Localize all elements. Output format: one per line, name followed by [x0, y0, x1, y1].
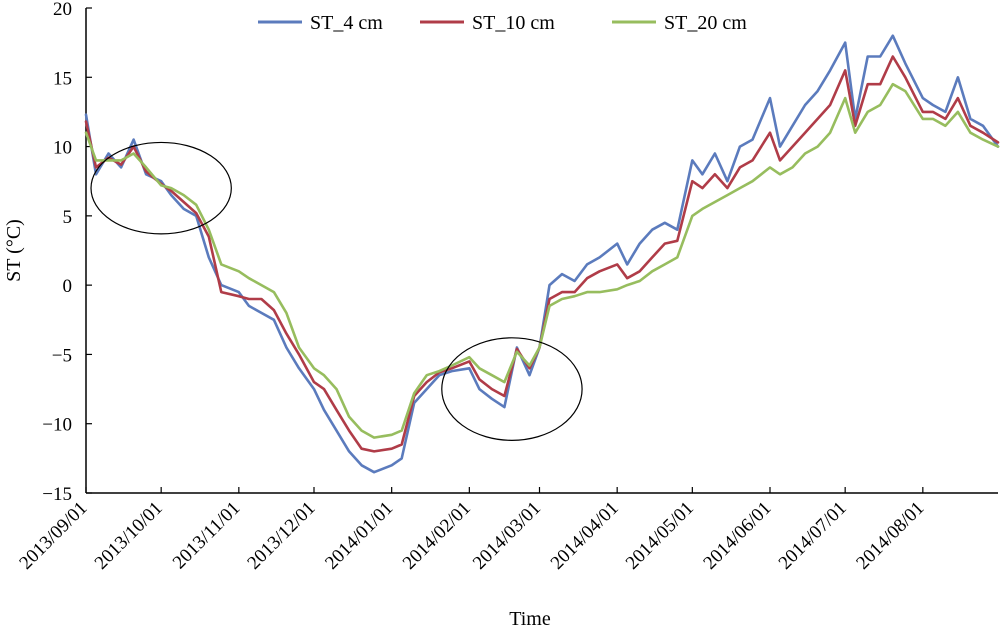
annotation-ellipse-2: [441, 337, 583, 441]
y-tick-label: −5: [52, 345, 72, 366]
x-tick-label: 2013/11/01: [169, 498, 245, 574]
x-tick-label: 2014/08/01: [852, 498, 928, 574]
series-layer: [84, 34, 1000, 474]
series-line-1: [84, 34, 1000, 474]
legend: ST_4 cm ST_10 cm ST_20 cm: [258, 12, 747, 34]
y-tick-label: −10: [42, 415, 72, 436]
x-axis-title: Time: [509, 608, 551, 630]
x-tick-label: 2013/12/01: [243, 498, 319, 574]
x-tick-label: 2014/07/01: [775, 498, 851, 574]
series-line-2: [84, 55, 1000, 453]
legend-label-1: ST_4 cm: [310, 12, 383, 34]
y-tick-label: 15: [53, 68, 72, 89]
y-tick-label: 10: [53, 138, 72, 159]
y-tick-label: −15: [42, 484, 72, 505]
x-tick-label: 2013/09/01: [15, 498, 91, 574]
x-ticks: 2013/09/01 2013/10/01 2013/11/01 2013/12/01…: [15, 487, 928, 574]
x-tick-label: 2014/04/01: [547, 498, 623, 574]
y-tick-label: 0: [63, 276, 73, 297]
x-tick-label: 2014/01/01: [321, 498, 397, 574]
annotation-ellipse-1: [90, 141, 232, 235]
x-tick-label: 2014/06/01: [699, 498, 775, 574]
x-tick-label: 2014/05/01: [622, 498, 698, 574]
x-tick-label: 2014/02/01: [399, 498, 475, 574]
series-line-3: [84, 82, 1000, 439]
y-tick-label: 20: [53, 0, 72, 20]
y-ticks: −15 −10 −5 0 5 10 15 20: [42, 0, 92, 505]
y-tick-label: 5: [63, 207, 73, 228]
legend-label-2: ST_10 cm: [472, 12, 555, 34]
legend-label-3: ST_20 cm: [664, 12, 747, 34]
annotation-layer: [90, 141, 583, 441]
x-tick-label: 2013/10/01: [91, 498, 167, 574]
y-axis-title: ST (°C): [3, 219, 25, 282]
x-tick-label: 2014/03/01: [469, 498, 545, 574]
